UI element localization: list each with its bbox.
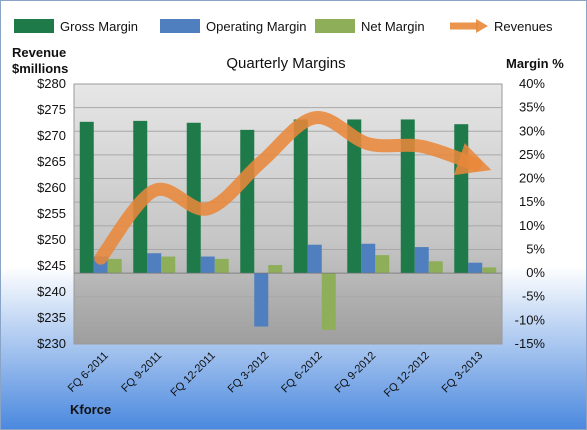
- legend-operating-margin-swatch: [160, 19, 200, 33]
- right-tick-label: 20%: [519, 171, 545, 186]
- chart-title: Quarterly Margins: [226, 55, 345, 72]
- right-tick-label: 40%: [519, 76, 545, 91]
- left-axis-label-line2: $millions: [12, 61, 68, 76]
- gross-margin-bar: [454, 124, 469, 274]
- gross-margin-bar: [400, 119, 415, 274]
- left-tick-label: $230: [37, 336, 66, 351]
- right-axis-ticks: -15% -10% -5% 0% 5% 10% 15% 20% 25% 30% 35% 40%: [515, 76, 546, 351]
- footer-label: Kforce: [70, 402, 111, 417]
- right-tick-label: 25%: [519, 147, 545, 162]
- right-tick-label: -5%: [522, 289, 546, 304]
- right-tick-label: -10%: [515, 312, 546, 327]
- gross-margin-bar: [240, 129, 255, 274]
- left-axis-label-line1: Revenue: [12, 45, 66, 60]
- operating-margin-bar: [361, 243, 376, 274]
- left-tick-label: $245: [37, 258, 66, 273]
- left-tick-label: $250: [37, 232, 66, 247]
- left-tick-label: $235: [37, 310, 66, 325]
- operating-margin-bar: [414, 247, 429, 274]
- right-tick-label: 35%: [519, 100, 545, 115]
- bars: [74, 119, 502, 330]
- operating-margin-bar: [254, 273, 269, 327]
- operating-margin-bar: [307, 244, 322, 274]
- legend-label: Net Margin: [361, 19, 425, 34]
- operating-margin-bar: [468, 262, 483, 274]
- left-tick-label: $265: [37, 154, 66, 169]
- left-tick-label: $240: [37, 284, 66, 299]
- right-tick-label: 0%: [526, 265, 545, 280]
- net-margin-bar: [214, 258, 229, 274]
- operating-margin-bar: [200, 256, 215, 274]
- net-margin-bar: [482, 267, 497, 274]
- right-tick-label: -15%: [515, 336, 546, 351]
- left-axis-ticks: $230 $235 $240 $245 $250 $255 $260 $265 $270 $275…: [37, 76, 66, 351]
- legend-label: Revenues: [494, 19, 553, 34]
- left-tick-label: $255: [37, 206, 66, 221]
- right-tick-label: 15%: [519, 194, 545, 209]
- gross-margin-bar: [293, 119, 308, 274]
- net-margin-bar: [107, 258, 122, 274]
- right-tick-label: 5%: [526, 241, 545, 256]
- net-margin-bar: [428, 261, 443, 274]
- legend-arrow-head: [476, 19, 488, 33]
- legend-net-margin-swatch: [315, 19, 355, 33]
- revenue-line: [94, 111, 492, 265]
- legend-label: Operating Margin: [206, 19, 306, 34]
- left-tick-label: $275: [37, 102, 66, 117]
- left-tick-label: $270: [37, 128, 66, 143]
- gross-margin-bar: [186, 122, 201, 274]
- operating-margin-bar: [147, 253, 162, 274]
- gross-margin-bar: [79, 121, 94, 274]
- right-axis-label: Margin %: [506, 56, 564, 71]
- net-margin-bar: [321, 273, 336, 330]
- right-tick-label: 10%: [519, 218, 545, 233]
- net-margin-bar: [268, 265, 283, 274]
- legend-label: Gross Margin: [60, 19, 138, 34]
- legend: Gross Margin Operating Margin Net Margin Re…: [14, 19, 553, 34]
- net-margin-bar: [161, 256, 176, 274]
- left-tick-label: $280: [37, 76, 66, 91]
- legend-gross-margin-swatch: [14, 19, 54, 33]
- net-margin-bar: [375, 255, 390, 274]
- gross-margin-bar: [347, 119, 362, 274]
- left-tick-label: $260: [37, 180, 66, 195]
- right-tick-label: 30%: [519, 123, 545, 138]
- revenue-line-path: [94, 111, 492, 265]
